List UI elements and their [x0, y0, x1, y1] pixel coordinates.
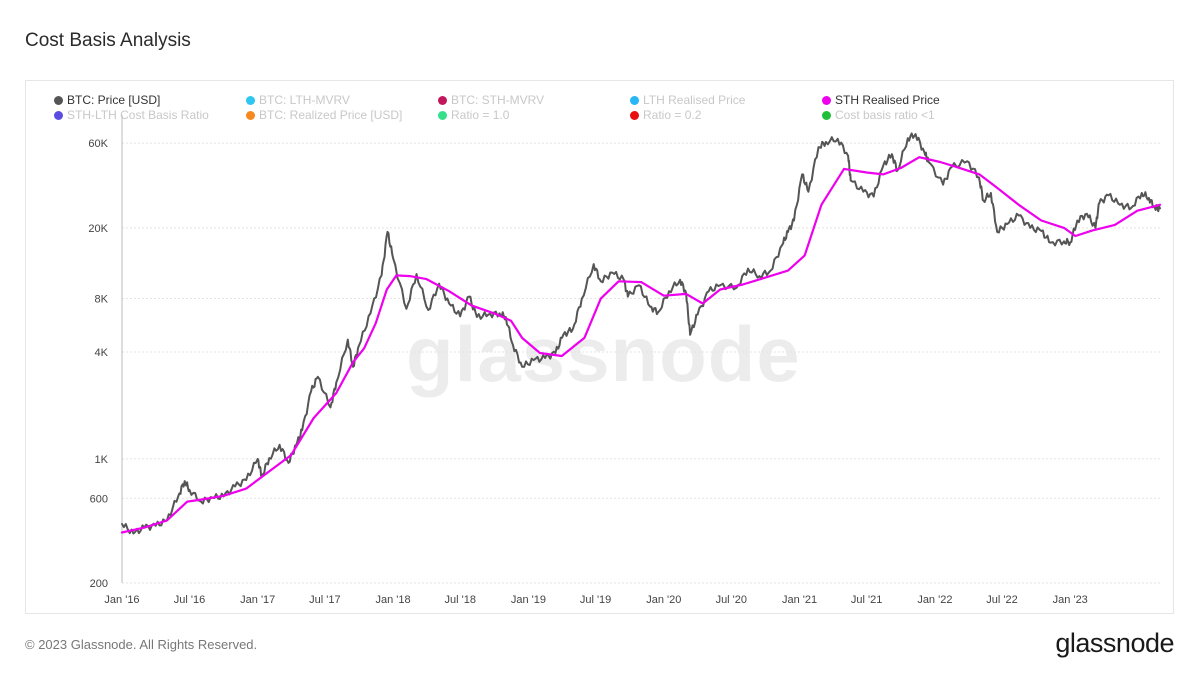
x-tick-label: Jan '18: [376, 594, 411, 606]
x-tick-label: Jul '21: [851, 594, 882, 606]
legend-item-lth-realised-price[interactable]: LTH Realised Price: [630, 93, 745, 107]
legend-label: BTC: Realized Price [USD]: [259, 108, 403, 122]
y-tick-label: 1K: [95, 454, 109, 466]
y-tick-label: 4K: [95, 347, 109, 359]
sth-realised-price-line[interactable]: [120, 156, 1162, 534]
legend-dot-icon: [54, 111, 63, 120]
legend-item-btc-realized-price-usd[interactable]: BTC: Realized Price [USD]: [246, 108, 402, 122]
x-tick-label: Jul '20: [716, 594, 747, 606]
x-tick-label: Jul '17: [309, 594, 340, 606]
legend-label: BTC: Price [USD]: [67, 93, 161, 107]
legend-item-ratio-0-2[interactable]: Ratio = 0.2: [630, 108, 701, 122]
chart-panel: BTC: Price [USD] BTC: LTH-MVRV BTC: STH-MV…: [25, 80, 1174, 614]
legend-label: BTC: LTH-MVRV: [259, 93, 350, 107]
y-tick-label: 8K: [95, 294, 109, 306]
y-tick-label: 60K: [88, 138, 108, 150]
legend-dot-icon: [54, 96, 63, 105]
legend-item-sth-realised-price[interactable]: STH Realised Price: [822, 93, 940, 107]
x-tick-label: Jul '18: [444, 594, 475, 606]
legend-label: Cost basis ratio <1: [835, 108, 935, 122]
chart-legend: BTC: Price [USD] BTC: LTH-MVRV BTC: STH-MV…: [26, 81, 1173, 122]
x-tick-label: Jan '19: [511, 594, 546, 606]
legend-item-cost-basis-ratio-1[interactable]: Cost basis ratio <1: [822, 108, 935, 122]
x-tick-label: Jan '20: [646, 594, 681, 606]
legend-item-btc-price-usd[interactable]: BTC: Price [USD]: [54, 93, 160, 107]
page-title: Cost Basis Analysis: [25, 30, 191, 51]
legend-dot-icon: [438, 111, 447, 120]
legend-dot-icon: [246, 111, 255, 120]
legend-label: BTC: STH-MVRV: [451, 93, 545, 107]
x-tick-label: Jan '22: [917, 594, 952, 606]
legend-item-ratio-1-0[interactable]: Ratio = 1.0: [438, 108, 509, 122]
x-tick-label: Jan '16: [104, 594, 139, 606]
legend-dot-icon: [438, 96, 447, 105]
copyright-footer: © 2023 Glassnode. All Rights Reserved.: [25, 637, 258, 652]
x-tick-label: Jan '21: [782, 594, 817, 606]
legend-label: STH Realised Price: [835, 93, 940, 107]
x-tick-label: Jan '17: [240, 594, 275, 606]
legend-dot-icon: [822, 111, 831, 120]
legend-item-btc-sth-mvrv[interactable]: BTC: STH-MVRV: [438, 93, 544, 107]
legend-label: STH-LTH Cost Basis Ratio: [67, 108, 209, 122]
legend-dot-icon: [246, 96, 255, 105]
chart-watermark: glassnode: [406, 310, 801, 398]
y-tick-label: 600: [90, 493, 108, 505]
y-tick-label: 200: [90, 578, 108, 590]
x-tick-label: Jul '22: [986, 594, 1017, 606]
legend-dot-icon: [630, 111, 639, 120]
legend-dot-icon: [822, 96, 831, 105]
x-tick-label: Jan '23: [1053, 594, 1088, 606]
legend-dot-icon: [630, 96, 639, 105]
chart-plot[interactable]: 200 600 1K 4K 8K 20K 60K Jan '16 Jul '16 Jan '17 J…: [26, 81, 1175, 615]
btc-price-line[interactable]: [121, 132, 1161, 535]
legend-label: Ratio = 1.0: [451, 108, 510, 122]
glassnode-logo: glassnode: [1055, 628, 1174, 658]
legend-label: Ratio = 0.2: [643, 108, 702, 122]
legend-item-btc-lth-mvrv[interactable]: BTC: LTH-MVRV: [246, 93, 350, 107]
legend-label: LTH Realised Price: [643, 93, 746, 107]
legend-item-sth-lth-cost-basis-ratio[interactable]: STH-LTH Cost Basis Ratio: [54, 108, 209, 122]
x-tick-label: Jul '19: [580, 594, 611, 606]
x-tick-label: Jul '16: [174, 594, 205, 606]
y-tick-label: 20K: [88, 223, 108, 235]
